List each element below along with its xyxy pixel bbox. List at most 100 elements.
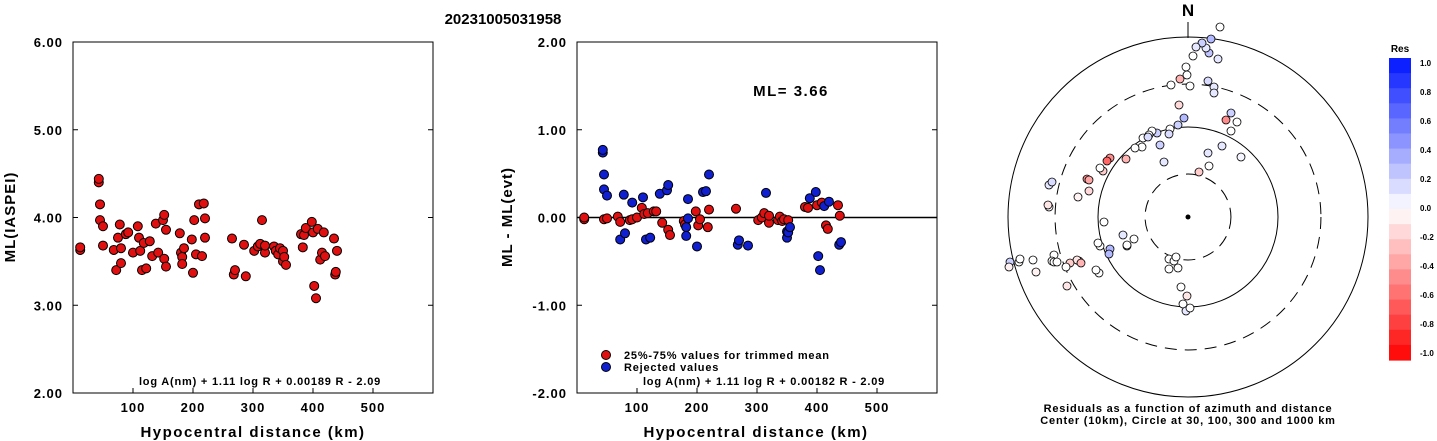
- colorbar-cell: [1389, 58, 1411, 74]
- ml-annotation: ML= 3.66: [753, 83, 829, 100]
- station-point: [1203, 76, 1213, 86]
- x-axis-label: Hypocentral distance (km): [643, 424, 868, 441]
- station-point: [1061, 262, 1071, 272]
- data-point: [260, 240, 270, 251]
- colorbar-cell: [1389, 284, 1411, 301]
- station-point: [1047, 177, 1057, 187]
- station-point: [1073, 192, 1083, 202]
- colorbar-cell: [1389, 269, 1411, 286]
- colorbar-label: -0.6: [1420, 291, 1434, 300]
- station-point: [1093, 238, 1103, 248]
- station-point: [1015, 254, 1025, 264]
- station-point: [1213, 54, 1223, 64]
- x-tick-label: 500: [865, 400, 890, 415]
- y-tick-label: 3.00: [34, 298, 63, 313]
- colorbar-cells: [1389, 58, 1411, 361]
- x-tick-label: 400: [301, 400, 326, 415]
- station-point: [1204, 161, 1214, 171]
- rejected-point: [602, 190, 612, 201]
- data-point: [281, 259, 291, 270]
- data-point: [188, 267, 198, 278]
- data-point: [200, 213, 210, 224]
- rejected-point: [810, 187, 821, 198]
- formula-label: log A(nm) + 1.11 log R + 0.00189 R - 2.0…: [139, 376, 381, 388]
- data-point: [702, 222, 713, 233]
- x-tick-label: 100: [121, 400, 146, 415]
- residual-distance-panel: ML - ML(evt) Hypocentral distance (km) M…: [499, 35, 938, 441]
- legend-label-rejected: Rejected values: [624, 362, 719, 374]
- data-point: [132, 221, 143, 232]
- north-label: N: [1182, 1, 1194, 20]
- station-point: [1130, 143, 1140, 153]
- data-point: [153, 247, 164, 258]
- data-point: [309, 280, 320, 291]
- rejected-point: [618, 189, 629, 200]
- rejected-point: [620, 228, 630, 239]
- data-point: [123, 227, 134, 238]
- rejected-point: [761, 187, 771, 198]
- station-point: [1159, 157, 1169, 167]
- data-point: [330, 266, 341, 277]
- rejected-point: [704, 169, 714, 180]
- station-point: [1174, 100, 1184, 110]
- y-tick-label: 6.00: [34, 35, 63, 50]
- rejected-point: [743, 240, 753, 251]
- data-point: [189, 215, 200, 226]
- data-point: [159, 209, 170, 220]
- data-point: [665, 230, 675, 241]
- station-point: [1194, 167, 1204, 177]
- colorbar-cell: [1389, 73, 1411, 89]
- station-point: [1188, 51, 1198, 61]
- colorbar-label: 0.4: [1420, 146, 1432, 155]
- rejected-point: [638, 192, 648, 203]
- station-point: [1155, 140, 1165, 150]
- station-point: [1104, 249, 1114, 259]
- station-point: [1185, 303, 1195, 313]
- station-point: [1084, 175, 1094, 185]
- station-point: [1118, 230, 1128, 240]
- rejected-point: [692, 241, 702, 252]
- colorbar-cell: [1389, 193, 1411, 210]
- legend-label-trimmed: 25%-75% values for trimmed mean: [624, 350, 830, 362]
- colorbar-label: 1.0: [1420, 59, 1432, 68]
- rejected-point: [681, 230, 692, 241]
- rejected-point: [683, 213, 693, 224]
- station-point: [1175, 74, 1185, 84]
- station-point: [1171, 252, 1181, 262]
- y-tick-label: 2.00: [34, 386, 63, 401]
- distance-ring: [1144, 173, 1232, 261]
- y-ticks: -2.00 -1.00 0.00 1.00 2.00: [532, 35, 937, 401]
- y-tick-label: 2.00: [538, 35, 567, 50]
- station-point: [1197, 38, 1207, 48]
- station-point: [1182, 291, 1192, 301]
- formula-label: log A(nm) + 1.11 log R + 0.00182 R - 2.0…: [643, 376, 885, 388]
- colorbar-label: -1.0: [1420, 349, 1434, 358]
- colorbar-label: 0.0: [1420, 204, 1432, 213]
- x-tick-label: 500: [361, 400, 386, 415]
- rejected-point: [813, 251, 824, 262]
- colorbar-title: Res: [1391, 44, 1410, 55]
- x-tick-label: 100: [625, 400, 650, 415]
- data-point: [300, 223, 311, 234]
- station-point: [1028, 255, 1038, 265]
- rejected-point: [599, 169, 609, 180]
- station-point: [1181, 62, 1191, 72]
- x-tick-label: 400: [805, 400, 830, 415]
- figure-title: 20231005031958: [445, 11, 562, 28]
- data-point: [179, 243, 189, 254]
- data-point: [731, 203, 741, 214]
- ml-distance-panel: ML(IASPEI) Hypocentral distance (km) log…: [2, 35, 434, 441]
- legend-marker-rejected: [601, 362, 611, 372]
- station-point: [1173, 120, 1183, 130]
- station-point: [1084, 186, 1094, 196]
- colorbar-cell: [1389, 254, 1411, 270]
- x-tick-label: 300: [241, 400, 266, 415]
- data-point: [98, 221, 108, 232]
- station-point: [1095, 163, 1105, 173]
- y-tick-label: 5.00: [34, 123, 63, 138]
- station-point: [1191, 42, 1201, 52]
- colorbar-labels: 1.0 0.8 0.6 0.4 0.2 0.0 -0.2 -0.4 -0.6 -0.8 -1.0: [1420, 59, 1434, 358]
- x-tick-label: 300: [745, 400, 770, 415]
- colorbar-cell: [1389, 209, 1411, 225]
- station-point: [1129, 234, 1139, 244]
